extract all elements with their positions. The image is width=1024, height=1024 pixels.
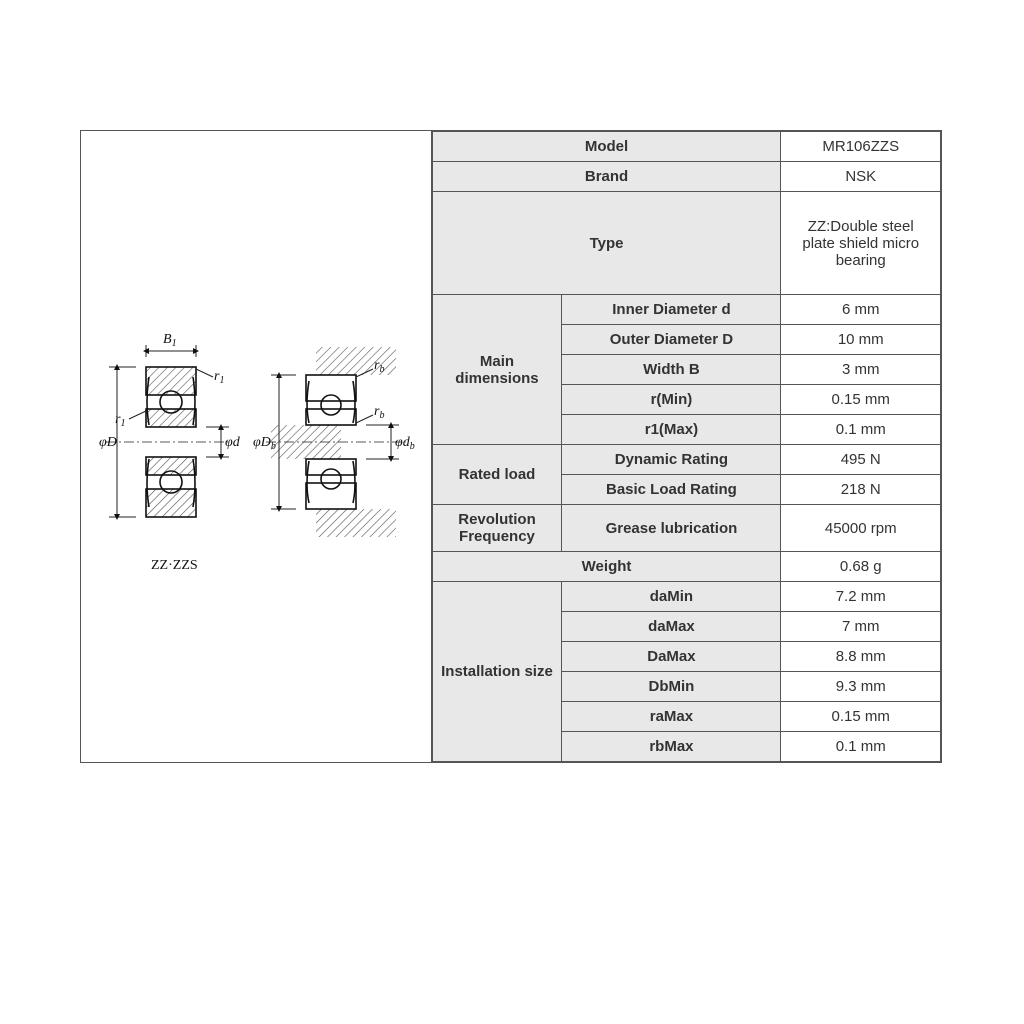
row-model: Model MR106ZZS [432,132,940,162]
label-Damax: DaMax [562,642,781,672]
value-r1max: 0.1 mm [781,415,941,445]
label-r1max: r1(Max) [562,415,781,445]
value-rmin: 0.15 mm [781,385,941,415]
label-install-size: Installation size [432,582,562,762]
value-outer-d: 10 mm [781,325,941,355]
diagram-cell: B1 r1 r1 φD φd [81,131,432,762]
spec-sheet: B1 r1 r1 φD φd [80,130,942,763]
label-Dbmin: DbMin [562,672,781,702]
label-damin: daMin [562,582,781,612]
svg-text:φd: φd [225,435,241,450]
label-basic-load: Basic Load Rating [562,475,781,505]
label-rbmax: rbMax [562,732,781,762]
value-damin: 7.2 mm [781,582,941,612]
value-type: ZZ:Double steel plate shield micro beari… [781,192,941,295]
label-ramax: raMax [562,702,781,732]
bearing-diagram: B1 r1 r1 φD φd [91,307,421,587]
value-width-b: 3 mm [781,355,941,385]
value-brand: NSK [781,162,941,192]
value-basic-load: 218 N [781,475,941,505]
svg-text:r1: r1 [214,369,224,386]
svg-text:φdb: φdb [395,435,415,452]
svg-text:φD: φD [99,435,117,450]
label-inner-d: Inner Diameter d [562,295,781,325]
value-grease: 45000 rpm [781,505,941,552]
value-Damax: 8.8 mm [781,642,941,672]
value-weight: 0.68 g [781,552,941,582]
spec-table: Model MR106ZZS Brand NSK Type ZZ:Double … [432,131,941,762]
label-rev-freq: Revolution Frequency [432,505,562,552]
diagram-caption: ZZ·ZZS [151,558,198,573]
label-grease: Grease lubrication [562,505,781,552]
value-rbmax: 0.1 mm [781,732,941,762]
label-type: Type [432,192,781,295]
label-brand: Brand [432,162,781,192]
label-damax: daMax [562,612,781,642]
label-rated-load: Rated load [432,445,562,505]
svg-text:rb: rb [374,404,384,421]
value-damax: 7 mm [781,612,941,642]
label-width-b: Width B [562,355,781,385]
value-inner-d: 6 mm [781,295,941,325]
value-Dbmin: 9.3 mm [781,672,941,702]
value-ramax: 0.15 mm [781,702,941,732]
row-brand: Brand NSK [432,162,940,192]
label-main-dimensions: Main dimensions [432,295,562,445]
label-outer-d: Outer Diameter D [562,325,781,355]
label-dynamic: Dynamic Rating [562,445,781,475]
label-model: Model [432,132,781,162]
label-rmin: r(Min) [562,385,781,415]
value-model: MR106ZZS [781,132,941,162]
svg-text:B1: B1 [163,332,177,349]
label-weight: Weight [432,552,781,582]
value-dynamic: 495 N [781,445,941,475]
row-type: Type ZZ:Double steel plate shield micro … [432,192,940,295]
